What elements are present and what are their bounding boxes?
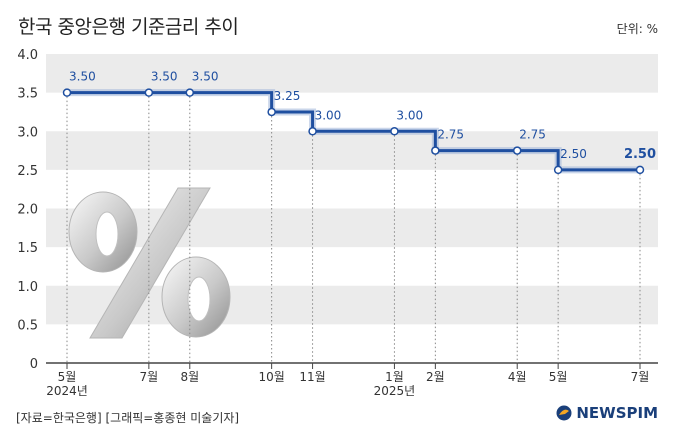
data-label: 3.25: [274, 89, 301, 103]
data-label: 3.50: [69, 70, 96, 84]
x-tick-label: 2월: [426, 370, 445, 384]
data-label: 2.75: [437, 128, 464, 142]
x-tick-label: 1월: [385, 370, 404, 384]
logo-mark-icon: [556, 405, 572, 421]
data-point: [431, 146, 440, 155]
x-tick-label: 7월: [631, 370, 650, 384]
newspim-logo: NEWSPIM: [556, 404, 658, 422]
data-label: 2.50: [560, 147, 587, 161]
y-tick-label: 3.0: [17, 125, 38, 140]
x-tick-label: 11월: [299, 370, 325, 384]
logo-text: NEWSPIM: [576, 404, 658, 422]
data-point: [553, 165, 563, 175]
percent-icon: [68, 187, 231, 339]
data-label: 3.00: [315, 108, 342, 122]
unit-label: 단위: %: [616, 22, 658, 36]
x-tick-label: 5월: [58, 370, 77, 384]
x-year-label: 2025년: [374, 384, 416, 398]
y-tick-label: 0.5: [17, 318, 38, 333]
data-point: [62, 88, 72, 97]
data-point: [267, 107, 276, 117]
grid-band: [46, 208, 658, 248]
data-label: 3.50: [192, 70, 219, 84]
y-tick-label: 0: [30, 357, 38, 372]
data-point: [390, 127, 399, 136]
source-credit: [자료=한국은행] [그래픽=홍종현 미술기자]: [16, 411, 240, 425]
x-tick-label: 8월: [180, 370, 199, 384]
data-label: 2.50: [624, 147, 656, 162]
data-point: [635, 165, 645, 175]
grid-band: [46, 54, 658, 93]
y-tick-label: 1.5: [17, 241, 38, 256]
data-point: [185, 88, 195, 97]
data-point: [512, 146, 522, 155]
y-tick-label: 2.0: [17, 203, 38, 218]
data-label: 2.75: [519, 128, 546, 142]
series-line: [67, 91, 640, 172]
x-year-label: 2024년: [46, 384, 88, 398]
y-tick-label: 1.0: [17, 280, 38, 295]
data-label: 3.50: [151, 70, 178, 84]
x-tick-label: 10월: [258, 370, 284, 384]
data-label: 3.00: [396, 108, 423, 122]
data-point: [308, 127, 317, 136]
data-point: [144, 88, 154, 97]
y-tick-label: 3.5: [17, 87, 38, 102]
x-tick-label: 5월: [549, 370, 568, 384]
x-tick-label: 7월: [140, 370, 159, 384]
x-tick-label: 4월: [508, 370, 527, 384]
chart-title: 한국 중앙은행 기준금리 추이: [18, 16, 239, 38]
y-tick-label: 4.0: [17, 48, 38, 63]
y-tick-label: 2.5: [17, 164, 38, 179]
